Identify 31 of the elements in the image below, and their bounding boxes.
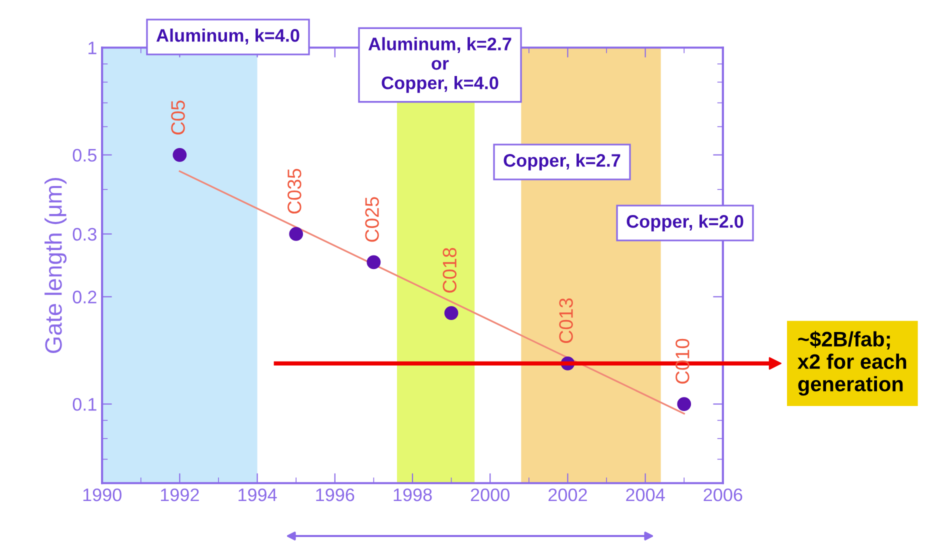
text: Aluminum, k=4.0 bbox=[156, 28, 300, 44]
x-tick-label: 2000 bbox=[470, 488, 510, 502]
ref-line-label: ~$2B/fab; x2 for each generation bbox=[798, 330, 906, 396]
annotation: Copper, k=2.7 bbox=[504, 154, 620, 170]
point bbox=[289, 227, 304, 241]
x-tick-label: 2004 bbox=[626, 488, 665, 502]
x-tick-label: 1990 bbox=[83, 488, 122, 502]
annotation: C025 bbox=[365, 197, 379, 242]
y-tick-label: 0.1 bbox=[72, 398, 96, 411]
annotation: C010 bbox=[676, 338, 690, 384]
x-tick-label: 2006 bbox=[704, 488, 742, 502]
x-tick-label: 2002 bbox=[548, 488, 587, 502]
annotation: C05 bbox=[171, 100, 185, 134]
y-tick-label: 0.5 bbox=[72, 148, 96, 162]
y-tick-label: 1 bbox=[88, 42, 96, 54]
annotation: C035 bbox=[288, 168, 302, 214]
x-tick-label: 1994 bbox=[238, 488, 277, 502]
point bbox=[444, 306, 458, 320]
y-axis-title: Gate length (μm) bbox=[44, 178, 67, 353]
x-tick-label: 1998 bbox=[394, 488, 432, 502]
x-tick-label: 1992 bbox=[160, 488, 199, 502]
y-tick-label: 0.2 bbox=[72, 290, 96, 304]
annotation: C013 bbox=[559, 298, 573, 343]
point bbox=[172, 148, 187, 162]
point bbox=[366, 255, 381, 270]
y-tick-label: 0.3 bbox=[72, 228, 96, 241]
x-tick-label: 1996 bbox=[316, 488, 354, 502]
annotation: Copper, k=2.0 bbox=[626, 214, 744, 232]
point bbox=[677, 397, 692, 411]
annotation: C018 bbox=[442, 248, 457, 293]
annotation: Aluminum, k=2.7 or Copper, k=4.0 bbox=[368, 37, 512, 93]
